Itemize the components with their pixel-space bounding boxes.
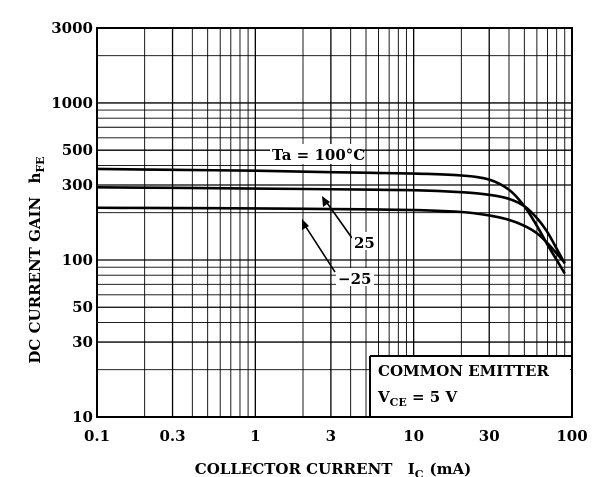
x-tick-label: 100 <box>556 427 587 445</box>
y-tick-label: 500 <box>62 141 93 159</box>
x-tick-label: 0.3 <box>159 427 185 445</box>
series-line-2 <box>96 206 566 264</box>
arrow-25 <box>322 196 330 207</box>
vce-subscript: CE <box>390 396 407 409</box>
series-line-1 <box>96 186 566 265</box>
ta-label: Ta = 100°C <box>272 146 365 164</box>
plot-frame <box>96 27 573 418</box>
y-tick-label: 50 <box>72 298 93 316</box>
x-tick-label: 30 <box>479 427 500 445</box>
x-axis-label: COLLECTOR CURRENT IC (mA) <box>195 460 471 477</box>
vce-symbol: V <box>377 388 390 406</box>
y-axis-label-symbol: h <box>26 173 44 184</box>
x-axis-label-subscript: C <box>415 468 424 477</box>
leader-25 <box>324 199 353 239</box>
y-tick-label: 300 <box>62 176 93 194</box>
label-m25-bg <box>336 268 374 286</box>
x-tick-label: 1 <box>250 427 260 445</box>
y-tick-label: 1000 <box>51 94 93 112</box>
leader-m25 <box>303 223 336 273</box>
label-25-bg <box>352 232 378 250</box>
x-axis-label-main: COLLECTOR CURRENT <box>195 460 393 477</box>
y-tick-label: 3000 <box>51 19 93 37</box>
arrow-m25 <box>302 219 309 230</box>
x-tick-label: 10 <box>403 427 424 445</box>
x-tick-label: 0.1 <box>84 427 110 445</box>
x-tick-labels: 0.1 0.3 1 3 10 30 100 <box>84 427 588 445</box>
vce-label: VCE = 5 V <box>377 388 457 409</box>
x-axis-label-unit: (mA) <box>429 460 471 477</box>
gain-curves <box>96 167 566 275</box>
x-tick-label: 3 <box>326 427 336 445</box>
y-tick-labels: 10 30 50 100 300 500 1000 3000 <box>51 19 93 426</box>
y-axis-label: DC CURRENT GAIN hFE <box>26 156 47 363</box>
x-axis-label-symbol: I <box>408 460 415 477</box>
y-tick-label: 10 <box>72 408 93 426</box>
y-axis-label-main: DC CURRENT GAIN <box>26 196 44 363</box>
label-25: 25 <box>354 234 375 252</box>
common-emitter-box <box>370 356 570 416</box>
common-emitter-label: COMMON EMITTER <box>378 362 549 380</box>
y-tick-label: 30 <box>72 333 93 351</box>
y-axis-label-subscript: FE <box>34 156 47 172</box>
vce-value: = 5 V <box>407 388 458 406</box>
y-tick-label: 100 <box>62 251 93 269</box>
ta-label-bg <box>270 144 360 164</box>
label-m25: −25 <box>338 270 371 288</box>
